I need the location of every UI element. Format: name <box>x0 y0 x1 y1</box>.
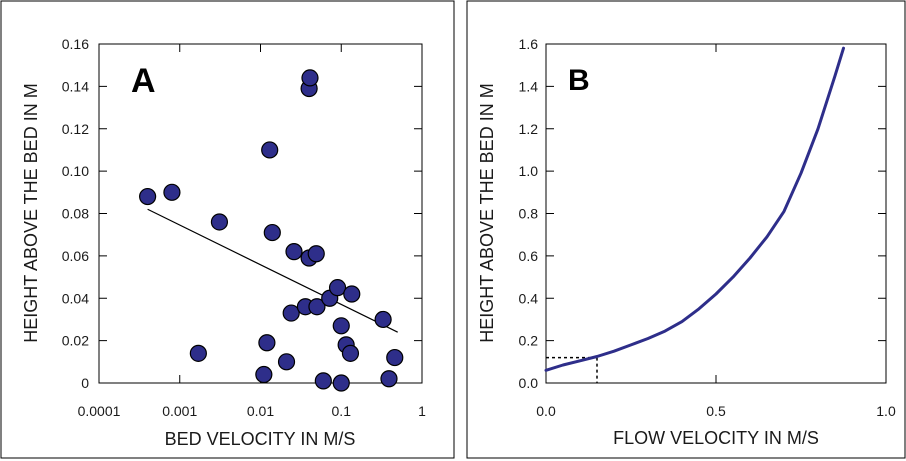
panel-a-x-tick-label: 0.001 <box>162 403 197 419</box>
panel-a-y-tick-label: 0.06 <box>62 248 89 264</box>
panel-a-x-tick-label: 1 <box>418 403 426 419</box>
panel-a-trendline-group <box>147 208 398 333</box>
panel-a-x-tick-label: 0.01 <box>247 403 274 419</box>
panel-a-plot-area <box>98 43 423 384</box>
panel-a-y-axis-label: HEIGHT ABOVE THE BED IN M <box>21 83 41 342</box>
panel-b-y-tick-label: 0.0 <box>519 375 539 391</box>
panel-b-title: B <box>568 64 590 97</box>
panel-a-ticks: 0.0001 0.001 0.01 0.1 1 0 0.02 0.04 0.06 0.08 0.10… <box>62 36 426 419</box>
panel-b-y-tick-label: 0.8 <box>519 206 539 222</box>
panel-a-data-point <box>308 298 326 316</box>
panel-a-data-point <box>314 372 332 390</box>
panel-b-x-tick-label: 0.5 <box>706 403 726 419</box>
panel-a-data-point <box>255 365 273 384</box>
panel-a-data-point <box>261 141 279 159</box>
panel-a-y-tick-label: 0.04 <box>62 290 89 306</box>
panel-a-data-point <box>189 344 207 362</box>
panel-b-x-tick-label: 1.0 <box>876 403 896 419</box>
panel-b-y-tick-label: 1.0 <box>519 163 539 179</box>
panel-a-data-point <box>258 334 276 352</box>
panel-b-y-tick-label: 0.4 <box>519 290 539 306</box>
panel-a-data-point <box>139 187 157 206</box>
panel-a-points <box>139 69 404 392</box>
panel-b-x-axis-label: FLOW VELOCITY IN M/S <box>613 428 819 448</box>
panel-a-data-point <box>328 279 347 297</box>
panel-a-data-point <box>210 213 229 231</box>
panel-b-series-line <box>544 46 845 372</box>
panel-a: A BED VELOCITY IN M/S HEIGHT ABOVE THE B… <box>21 36 426 449</box>
panel-a-trendline <box>147 208 398 333</box>
panel-b-y-tick-label: 0.6 <box>519 248 539 264</box>
panel-a-data-point <box>301 69 319 87</box>
panel-a-data-point <box>285 243 303 261</box>
panel-a-y-tick-label: 0.02 <box>62 333 89 349</box>
panel-a-title: A <box>131 62 156 100</box>
panel-b-ticks: 0.0 0.5 1.0 0.0 0.2 0.4 0.6 0.8 1.0 1.2 1.4 1.6 <box>519 36 896 419</box>
panel-a-y-tick-label: 0.12 <box>62 121 89 137</box>
panel-a-data-point <box>307 245 325 263</box>
panel-b-plot-area <box>545 43 887 384</box>
panel-a-data-point <box>343 285 361 303</box>
panel-b-series <box>544 46 845 372</box>
panel-a-y-tick-label: 0.16 <box>62 36 89 52</box>
panel-a-data-point <box>374 310 392 329</box>
panel-a-data-point <box>163 183 181 201</box>
panel-a-data-point <box>332 317 350 335</box>
panel-b-y-tick-label: 1.4 <box>519 78 539 94</box>
panel-a-data-point <box>380 370 398 388</box>
panel-a-data-point <box>263 223 281 242</box>
panel-b-y-tick-label: 0.2 <box>519 333 539 349</box>
panel-a-x-tick-label: 0.1 <box>332 403 352 419</box>
panel-a-y-tick-label: 0.08 <box>62 206 89 222</box>
panel-b-x-tick-label: 0.0 <box>536 403 556 419</box>
panel-a-data-point <box>386 348 404 367</box>
panel-b: B FLOW VELOCITY IN M/S HEIGHT ABOVE THE … <box>477 36 896 448</box>
panel-b-frame <box>466 0 906 459</box>
panel-a-y-tick-label: 0 <box>81 375 89 391</box>
panel-a-x-axis-label: BED VELOCITY IN M/S <box>165 429 356 449</box>
panel-b-y-tick-label: 1.2 <box>519 121 539 137</box>
panel-a-frame <box>0 0 455 459</box>
panel-a-data-point <box>332 374 350 392</box>
panel-a-y-tick-label: 0.10 <box>62 163 89 179</box>
panel-a-data-point <box>341 344 360 362</box>
panel-a-data-point <box>282 304 300 322</box>
panel-b-y-axis-label: HEIGHT ABOVE THE BED IN M <box>477 83 497 342</box>
panel-a-y-tick-label: 0.14 <box>62 78 89 94</box>
panel-a-data-point <box>277 353 296 371</box>
panel-b-y-tick-label: 1.6 <box>519 36 539 52</box>
panel-a-x-tick-label: 0.0001 <box>78 403 121 419</box>
